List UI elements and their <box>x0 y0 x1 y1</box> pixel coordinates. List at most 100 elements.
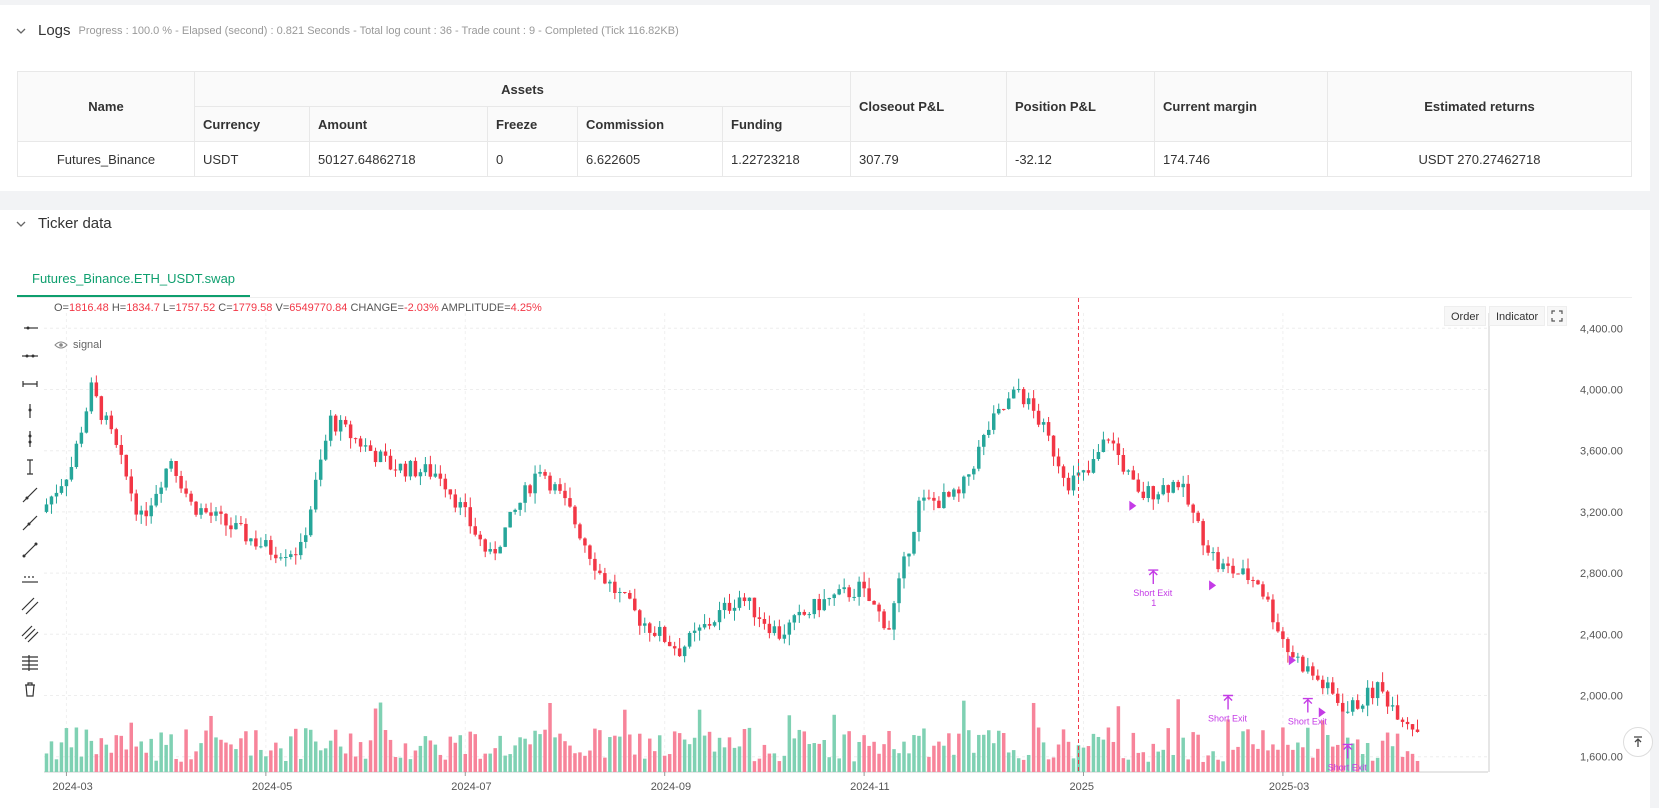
volume-bar <box>174 758 178 772</box>
volume-bar <box>558 733 562 772</box>
volume-bar <box>702 735 707 772</box>
volume-bar <box>164 744 168 772</box>
volume-bar <box>503 755 507 772</box>
candle-body <box>932 497 936 501</box>
candle-body <box>1011 389 1016 399</box>
col-margin: Current margin <box>1154 71 1328 142</box>
volume-bar <box>244 731 248 772</box>
candle-body <box>553 484 557 491</box>
ray-line-icon[interactable] <box>19 513 41 533</box>
delete-icon[interactable] <box>19 679 41 699</box>
candle-body <box>134 493 138 515</box>
segment-line-icon[interactable] <box>19 540 41 560</box>
horizontal-segment-icon[interactable] <box>19 374 41 394</box>
candle-body <box>1400 719 1405 722</box>
order-button[interactable]: Order <box>1444 306 1487 326</box>
signal-legend[interactable]: signal <box>54 339 102 351</box>
y-tick-label: 4,400.00 <box>1580 323 1623 335</box>
volume-bar <box>573 753 577 772</box>
candle-body <box>1171 481 1175 493</box>
trend-line-icon[interactable] <box>19 485 41 505</box>
volume-bar <box>608 737 612 772</box>
ticker-header[interactable]: Ticker data <box>16 215 112 232</box>
volume-bar <box>234 749 238 772</box>
volume-bar <box>498 735 502 772</box>
volume-bar <box>932 745 936 772</box>
candle-body <box>433 473 438 477</box>
candle-body <box>573 506 577 525</box>
volume-bar <box>1066 741 1071 772</box>
y-tick-label: 3,600.00 <box>1580 446 1623 458</box>
fib-levels-icon[interactable] <box>19 652 41 672</box>
parallel-channel-icon[interactable] <box>19 596 41 616</box>
candle-body <box>49 496 54 505</box>
volume-bar <box>184 729 188 772</box>
ohlc-readout: O=1816.48 H=1834.7 L=1757.52 C=1779.58 V… <box>54 302 542 314</box>
horizontal-line-icon[interactable] <box>19 346 41 366</box>
candle-body <box>119 444 124 455</box>
candle-body <box>927 497 931 499</box>
volume-bar <box>313 741 318 772</box>
candle-body <box>1286 639 1290 653</box>
v-value: 6549770.84 <box>289 302 348 314</box>
candle-body <box>139 510 143 515</box>
candle-body <box>1415 729 1420 732</box>
change-label: CHANGE= <box>350 302 404 314</box>
volume-bar <box>1226 719 1230 772</box>
chevron-down-icon[interactable] <box>16 26 26 36</box>
candle-body <box>1096 452 1101 460</box>
chevron-down-icon[interactable] <box>16 219 26 229</box>
volume-bar <box>49 741 54 772</box>
candle-body <box>224 513 228 526</box>
candle-body <box>543 471 547 476</box>
candle-body <box>1271 599 1275 623</box>
volume-bar <box>672 731 677 772</box>
volume-bar <box>1111 741 1116 772</box>
volume-bar <box>219 739 223 772</box>
candle-body <box>438 473 443 479</box>
volume-bar <box>1251 744 1255 772</box>
vertical-segment-icon[interactable] <box>19 457 41 477</box>
candle-body <box>797 611 802 616</box>
volume-bar <box>643 758 647 772</box>
fullscreen-button[interactable] <box>1547 306 1567 326</box>
tab-eth-usdt-swap[interactable]: Futures_Binance.ETH_USDT.swap <box>17 261 251 297</box>
candle-body <box>1091 459 1096 473</box>
candle-body <box>254 538 258 547</box>
candle-body <box>44 504 49 512</box>
volume-bar <box>229 744 233 772</box>
candle-body <box>1321 679 1325 689</box>
candle-body <box>513 509 517 512</box>
cell-margin: 174.746 <box>1154 141 1328 177</box>
indicator-button[interactable]: Indicator <box>1489 306 1546 326</box>
volume-bar <box>318 750 323 772</box>
scroll-top-button[interactable] <box>1623 727 1653 757</box>
candle-body <box>548 475 552 491</box>
candle-body <box>852 596 856 598</box>
candle-body <box>408 460 413 477</box>
candle-body <box>1405 721 1410 725</box>
volume-bar <box>638 733 642 772</box>
volume-bar <box>528 744 532 772</box>
volume-bar <box>952 754 956 772</box>
vertical-ray-icon[interactable] <box>19 401 41 421</box>
col-assets: Assets <box>194 71 851 107</box>
eye-icon[interactable] <box>54 340 68 350</box>
candle-body <box>1111 440 1116 444</box>
ticker-title: Ticker data <box>38 215 112 232</box>
volume-bar <box>842 734 846 772</box>
vertical-line-icon[interactable] <box>19 429 41 449</box>
candle-body <box>1161 485 1165 495</box>
candle-body <box>169 461 173 469</box>
candle-body <box>1151 486 1156 500</box>
volume-bar <box>787 715 792 772</box>
volume-bar <box>837 758 841 772</box>
multi-line-icon[interactable] <box>19 624 41 644</box>
candle-body <box>996 408 1001 414</box>
logs-header[interactable]: Logs Progress : 100.0 % - Elapsed (secon… <box>16 22 679 39</box>
volume-bar <box>1360 754 1365 772</box>
horizontal-ray-icon[interactable] <box>19 318 41 338</box>
price-line-icon[interactable] <box>19 568 41 588</box>
candle-body <box>398 463 403 471</box>
